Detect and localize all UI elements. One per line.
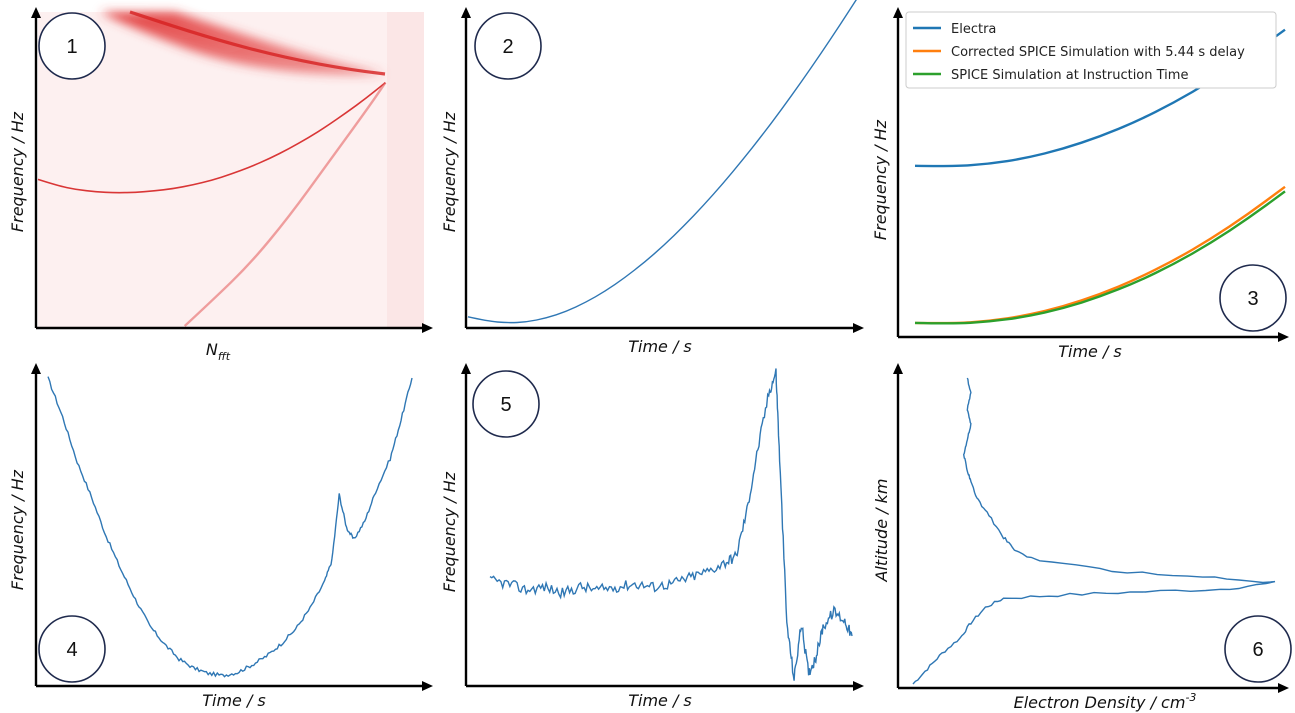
p2-series-line bbox=[467, 0, 857, 324]
badge-1: 1 bbox=[66, 36, 77, 58]
spectrogram-upper-trace bbox=[129, 10, 386, 76]
p6-y-label: Altitude / km bbox=[872, 479, 891, 583]
p5-x-label: Time / s bbox=[628, 691, 692, 710]
p5-x-arrow bbox=[853, 681, 864, 691]
panel-3: Time / s Frequency / Hz Electra Correcte… bbox=[871, 7, 1289, 361]
p3-legend-box bbox=[905, 11, 1277, 89]
p3-y-label: Frequency / Hz bbox=[871, 119, 890, 240]
badge-4-circle bbox=[38, 615, 106, 683]
badge-5-circle bbox=[472, 370, 540, 438]
panel-2: Time / s Frequency / Hz 2 bbox=[440, 0, 864, 356]
p3-series-spice-instruction-time bbox=[914, 190, 1286, 325]
p3-legend: Electra Corrected SPICE Simulation with … bbox=[905, 11, 1277, 89]
panel-4: Time / s Frequency / Hz 4 bbox=[8, 363, 433, 710]
p5-series-line bbox=[489, 368, 853, 681]
p1-x-label: Nfft bbox=[206, 340, 231, 363]
p1-y-label: Frequency / Hz bbox=[8, 111, 27, 232]
panel-5: Time / s Frequency / Hz 5 bbox=[440, 363, 864, 710]
p3-x-label: Time / s bbox=[1058, 342, 1122, 361]
p1-y-arrow bbox=[31, 7, 41, 18]
spectrogram-main-trace bbox=[37, 81, 386, 194]
p2-x-arrow bbox=[853, 323, 864, 333]
badge-1-circle bbox=[38, 12, 106, 80]
p4-y-arrow bbox=[31, 363, 41, 374]
p6-y-arrow bbox=[893, 363, 903, 374]
p2-y-label: Frequency / Hz bbox=[440, 111, 459, 232]
badge-2: 2 bbox=[502, 36, 513, 58]
p6-series-line bbox=[912, 377, 1276, 685]
badge-3-circle bbox=[1219, 264, 1287, 332]
p3-y-arrow bbox=[893, 7, 903, 18]
p4-series-line bbox=[47, 376, 413, 678]
panel-6: Electron Density / cm-3 Altitude / km 6 bbox=[872, 363, 1292, 712]
badge-6: 6 bbox=[1252, 639, 1263, 661]
p1-x-arrow bbox=[422, 323, 433, 333]
p4-x-label: Time / s bbox=[202, 691, 266, 710]
p4-x-arrow bbox=[422, 681, 433, 691]
p6-x-arrow bbox=[1278, 683, 1289, 693]
spectrogram-lower-trace bbox=[183, 81, 387, 327]
badge-3: 3 bbox=[1247, 288, 1258, 310]
legend-label-spice: SPICE Simulation at Instruction Time bbox=[951, 68, 1188, 83]
p3-x-arrow bbox=[1278, 332, 1289, 342]
p4-y-label: Frequency / Hz bbox=[8, 469, 27, 590]
legend-label-electra: Electra bbox=[951, 22, 996, 37]
p2-y-arrow bbox=[461, 7, 471, 18]
legend-label-corrected: Corrected SPICE Simulation with 5.44 s d… bbox=[951, 45, 1245, 60]
spectrogram-background bbox=[38, 12, 424, 328]
p5-y-arrow bbox=[461, 363, 471, 374]
spectrogram-edge-band bbox=[387, 12, 424, 328]
panel-1: Nfft Frequency / Hz 1 bbox=[8, 7, 433, 363]
badge-2-circle bbox=[474, 12, 542, 80]
badge-6-circle bbox=[1224, 615, 1292, 683]
badge-5: 5 bbox=[500, 394, 511, 416]
p5-y-label: Frequency / Hz bbox=[440, 471, 459, 592]
p6-x-label: Electron Density / cm-3 bbox=[1014, 691, 1197, 712]
badge-4: 4 bbox=[66, 639, 77, 661]
spectrogram-upper-band bbox=[100, 12, 385, 75]
p2-x-label: Time / s bbox=[628, 337, 692, 356]
